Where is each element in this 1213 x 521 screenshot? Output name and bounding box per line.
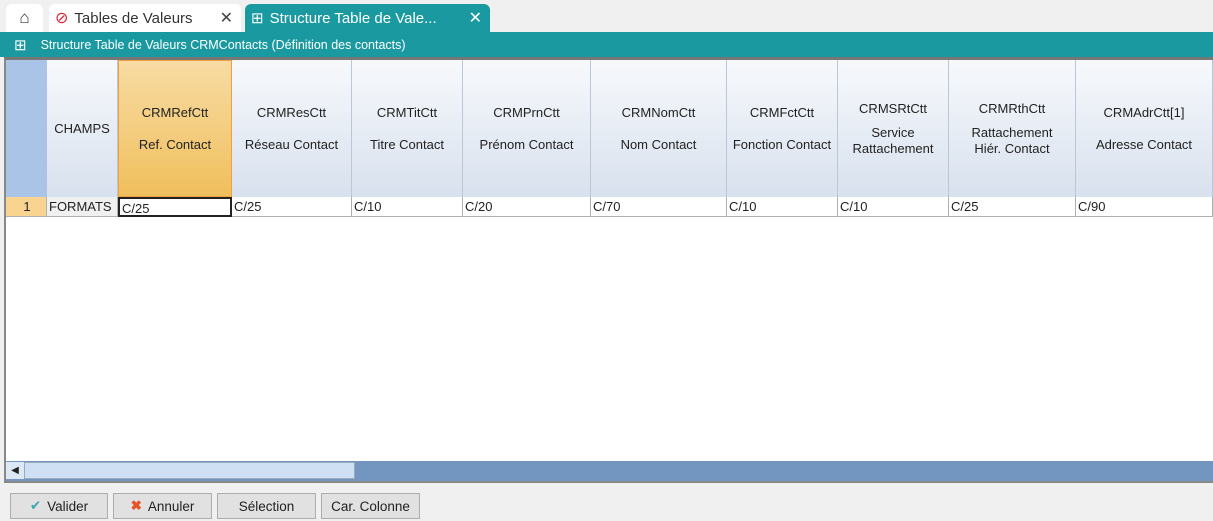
grid-icon: ⊞	[14, 36, 27, 54]
format-cell[interactable]: C/20	[463, 197, 591, 217]
cancel-button[interactable]: ✖ Annuler	[113, 493, 212, 519]
column-header[interactable]: CRMRefCtt Ref. Contact	[118, 60, 232, 197]
column-header[interactable]: CRMNomCtt Nom Contact	[591, 60, 727, 197]
column-code: CRMRefCtt	[141, 104, 209, 120]
column-button[interactable]: Car. Colonne	[321, 493, 420, 519]
format-cell[interactable]: C/25	[232, 197, 352, 217]
column-code: CRMRthCtt	[978, 100, 1046, 116]
tab-bar: ⌂ ⊘ Tables de Valeurs ✕ ⊞ Structure Tabl…	[0, 0, 1213, 32]
window-title: Structure Table de Valeurs CRMContacts (…	[40, 37, 406, 52]
column-header[interactable]: CRMFctCtt Fonction Contact	[727, 60, 838, 197]
tab-label: Tables de Valeurs	[74, 9, 193, 27]
tab-label: Structure Table de Vale...	[269, 9, 437, 27]
format-cell[interactable]: C/90	[1076, 197, 1213, 217]
home-icon: ⌂	[19, 8, 30, 27]
button-label: Sélection	[238, 498, 295, 514]
column-label: Réseau Contact	[244, 136, 339, 152]
column-code: CRMTitCtt	[376, 104, 438, 120]
validate-button[interactable]: ✔ Valider	[10, 493, 108, 519]
column-code: CRMAdrCtt[1]	[1103, 104, 1185, 120]
select-all-corner[interactable]	[6, 60, 47, 197]
format-cell[interactable]: C/10	[838, 197, 949, 217]
header-champs: CHAMPS	[47, 60, 118, 197]
column-code: CRMFctCtt	[749, 104, 815, 120]
cross-icon: ✖	[130, 498, 142, 513]
forbidden-icon: ⊘	[55, 10, 69, 27]
header-text: CHAMPS	[54, 120, 110, 136]
format-cell[interactable]: C/10	[352, 197, 463, 217]
check-icon: ✔	[29, 498, 42, 513]
column-header[interactable]: CRMRthCtt Rattachement Hiér. Contact	[949, 60, 1076, 197]
column-header[interactable]: CRMAdrCtt[1] Adresse Contact	[1076, 60, 1213, 197]
column-code: CRMSRtCtt	[859, 100, 927, 116]
column-header[interactable]: CRMSRtCtt Service Rattachement	[838, 60, 949, 197]
tab-structure[interactable]: ⊞ Structure Table de Vale... ✕	[245, 4, 490, 32]
column-label: Service Rattachement	[852, 124, 934, 156]
column-label: Adresse Contact	[1095, 136, 1193, 152]
row-name: FORMATS	[47, 197, 118, 217]
column-header[interactable]: CRMResCtt Réseau Contact	[232, 60, 352, 197]
button-label: Car. Colonne	[331, 498, 410, 514]
scrollbar-thumb[interactable]	[24, 462, 355, 479]
column-label: Ref. Contact	[138, 136, 212, 152]
column-label: Nom Contact	[620, 136, 697, 152]
column-label: Fonction Contact	[732, 136, 832, 152]
column-code: CRMPrnCtt	[493, 104, 560, 120]
format-cell[interactable]: C/70	[591, 197, 727, 217]
button-label: Annuler	[147, 498, 195, 514]
grid-icon: ⊞	[251, 10, 264, 27]
column-code: CRMResCtt	[256, 104, 327, 120]
column-code: CRMNomCtt	[621, 104, 696, 120]
format-cell[interactable]: C/10	[727, 197, 838, 217]
format-cell[interactable]: C/25	[949, 197, 1076, 217]
window-title-bar: ⊞ Structure Table de Valeurs CRMContacts…	[0, 32, 1213, 57]
horizontal-scrollbar[interactable]: ◀	[6, 461, 1213, 481]
structure-grid[interactable]: CHAMPS ◀ CRMRefCtt Ref. Contact C/25 CRMRes…	[4, 57, 1213, 483]
close-icon[interactable]: ✕	[219, 10, 233, 27]
column-label: Prénom Contact	[479, 136, 574, 152]
column-label: Titre Contact	[370, 136, 444, 152]
column-header[interactable]: CRMTitCtt Titre Contact	[352, 60, 463, 197]
tab-tables-de-valeurs[interactable]: ⊘ Tables de Valeurs ✕	[49, 4, 241, 32]
close-icon[interactable]: ✕	[468, 10, 482, 27]
row-number[interactable]: 1	[6, 197, 47, 217]
format-cell[interactable]: C/25	[118, 197, 232, 217]
scroll-left-arrow[interactable]: ◀	[6, 462, 24, 479]
selection-button[interactable]: Sélection	[217, 493, 316, 519]
column-header[interactable]: CRMPrnCtt Prénom Contact	[463, 60, 591, 197]
tab-home[interactable]: ⌂	[6, 4, 43, 32]
button-label: Valider	[47, 498, 89, 514]
column-label: Rattachement Hiér. Contact	[971, 124, 1053, 156]
